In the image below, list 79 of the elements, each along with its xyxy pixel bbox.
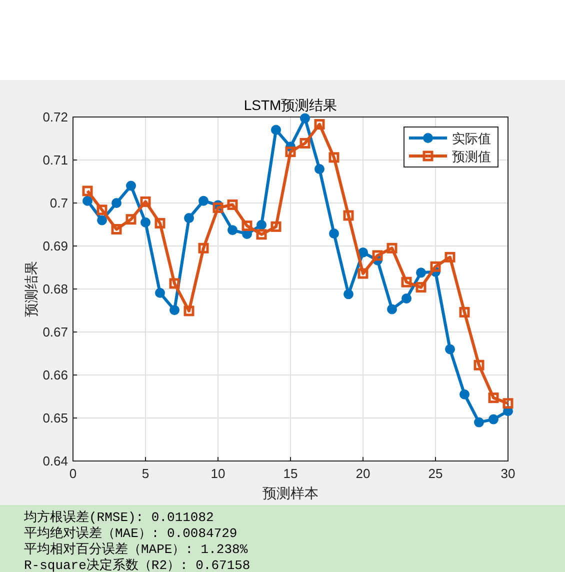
point — [430, 261, 441, 272]
point — [212, 202, 224, 213]
y-tick-label: 0.69 — [42, 238, 68, 254]
point — [285, 146, 296, 158]
point — [401, 276, 412, 288]
point — [488, 392, 499, 404]
point — [344, 289, 354, 300]
chart-title: LSTM预测结果 — [244, 97, 338, 113]
point — [170, 305, 180, 316]
point — [169, 278, 180, 289]
point — [82, 186, 93, 196]
legend-label: 实际值 — [452, 131, 491, 146]
x-tick-label: 20 — [356, 466, 370, 481]
point — [300, 138, 310, 148]
point — [198, 196, 208, 206]
point — [328, 152, 340, 163]
y-tick-label: 0.7 — [50, 196, 68, 210]
point — [82, 196, 92, 206]
point — [386, 242, 398, 254]
point — [126, 214, 136, 225]
text: 平均相对百分误差（MAPE）: 1.238% — [24, 542, 248, 557]
point — [444, 252, 456, 262]
point — [416, 282, 426, 293]
point — [300, 113, 310, 124]
point — [314, 164, 324, 174]
point — [97, 215, 107, 226]
point — [343, 210, 354, 221]
y-tick-label: 0.71 — [42, 152, 68, 168]
point — [474, 417, 484, 428]
point — [459, 306, 470, 318]
point — [140, 196, 151, 207]
point — [112, 198, 122, 208]
point — [242, 220, 252, 232]
text: 均方根误差(RMSE): 0.011082 — [23, 509, 214, 525]
x-tick-label: 0 — [69, 466, 77, 481]
legend-label: 预测值 — [452, 149, 491, 164]
y-tick-label: 0.66 — [42, 368, 68, 382]
y-axis-title: 预测结果 — [23, 261, 39, 317]
point — [154, 218, 166, 228]
point — [140, 217, 150, 228]
text: 平均绝对误差（MAE）: 0.0084729 — [24, 526, 238, 541]
point — [227, 199, 238, 210]
point — [358, 268, 368, 279]
x-tick-label: 5 — [142, 466, 150, 481]
text: R-square决定系数（R2）: 0.67158 — [24, 558, 250, 572]
x-tick-label: 25 — [428, 466, 443, 481]
point — [372, 250, 383, 261]
point — [155, 288, 165, 298]
point — [314, 119, 325, 130]
point — [184, 213, 194, 224]
y-tick-label: 0.68 — [42, 282, 68, 296]
point — [460, 389, 470, 400]
point — [126, 180, 136, 191]
point — [445, 344, 455, 354]
point — [271, 124, 281, 135]
y-tick-label: 0.67 — [42, 324, 68, 340]
point — [256, 220, 266, 230]
point — [256, 229, 267, 240]
point — [488, 414, 498, 424]
point — [111, 224, 122, 234]
point — [96, 204, 108, 216]
point — [416, 268, 426, 278]
point — [198, 242, 209, 254]
point — [387, 304, 397, 314]
point — [329, 228, 339, 239]
point — [502, 398, 514, 409]
point — [358, 247, 368, 258]
x-tick-label: 30 — [500, 466, 516, 481]
y-tick-label: 0.64 — [42, 454, 68, 468]
point — [228, 225, 238, 236]
point — [402, 293, 412, 304]
point — [184, 306, 194, 316]
x-axis-title: 预测样本 — [262, 485, 318, 501]
y-tick-label: 0.72 — [42, 110, 68, 124]
point — [270, 221, 282, 232]
x-tick-label: 10 — [210, 466, 226, 481]
point — [474, 360, 484, 370]
y-tick-label: 0.65 — [42, 410, 68, 426]
x-tick-label: 15 — [283, 466, 298, 481]
